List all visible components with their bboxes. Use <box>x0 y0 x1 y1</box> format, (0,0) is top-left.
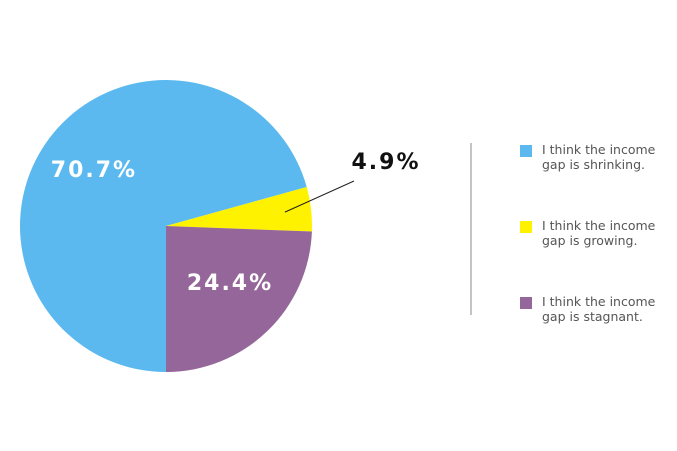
legend-swatch <box>520 297 532 309</box>
legend-item: I think the income gap is growing. <box>520 218 660 248</box>
legend-swatch <box>520 145 532 157</box>
pie-label: 70.7% <box>51 158 137 183</box>
leader-line <box>284 180 355 213</box>
legend-label: I think the income gap is stagnant. <box>542 294 656 324</box>
pie-label: 24.4% <box>187 271 273 296</box>
pie-label: 4.9% <box>351 150 420 175</box>
pie-slice <box>166 226 312 372</box>
legend-swatch <box>520 221 532 233</box>
legend-item: I think the income gap is stagnant. <box>520 294 660 324</box>
legend-label: I think the income gap is growing. <box>542 218 656 248</box>
legend-label: I think the income gap is shrinking. <box>542 142 656 172</box>
legend-item: I think the income gap is shrinking. <box>520 142 660 172</box>
pie-slice <box>19 80 307 373</box>
pie-slice <box>166 187 312 232</box>
